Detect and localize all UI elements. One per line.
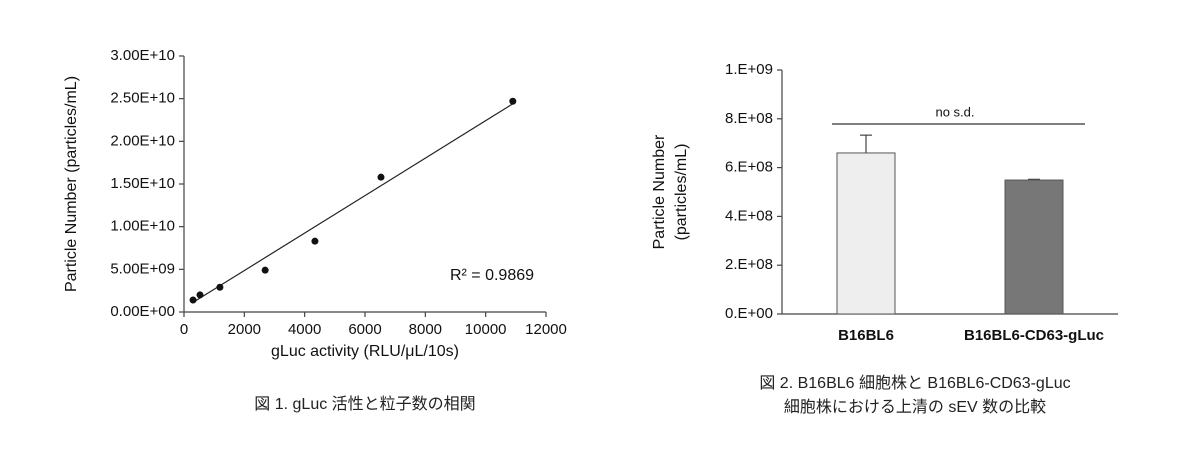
caption: 図 2. B16BL6 細胞株と B16BL6-CD63-gLuc: [759, 374, 1070, 392]
point: [216, 283, 224, 291]
caption: 図 1. gLuc 活性と粒子数の相関: [254, 395, 475, 413]
point: [311, 237, 319, 245]
x-tick-label: 12000: [525, 321, 567, 338]
y-tick-label: 0.00E+00: [110, 303, 175, 320]
y-tick-label: 2.50E+10: [110, 90, 175, 107]
x-tick-label: 0: [180, 321, 188, 338]
point: [189, 296, 197, 304]
y-tick-label: 5.00E+09: [110, 260, 175, 277]
y-tick-label: 3.00E+10: [110, 47, 175, 64]
point: [509, 97, 517, 105]
y-tick-label: 1.50E+10: [110, 175, 175, 192]
y-axis-label: Particle Number (particles/mL): [63, 76, 80, 292]
y-tick-label: 1.E+09: [725, 61, 773, 78]
x-tick-label: B16BL6-CD63-gLuc: [964, 327, 1104, 344]
x-axis-label: gLuc activity (RLU/μL/10s): [271, 343, 459, 360]
x-tick-label: 8000: [409, 321, 442, 338]
annotation: no s.d.: [935, 104, 974, 119]
point: [196, 291, 204, 299]
y-tick-label: 2.00E+10: [110, 132, 175, 149]
y-axis-label: (particles/mL): [673, 144, 690, 241]
x-tick-label: B16BL6: [838, 327, 894, 344]
point: [377, 173, 385, 181]
trendline: [191, 103, 514, 304]
y-tick-label: 8.E+08: [725, 110, 773, 127]
y-tick-label: 6.E+08: [725, 159, 773, 176]
bar: [1004, 179, 1064, 315]
x-tick-label: 4000: [288, 321, 321, 338]
x-tick-label: 10000: [465, 321, 507, 338]
x-tick-label: 2000: [228, 321, 261, 338]
annotation: R² = 0.9869: [450, 267, 534, 284]
y-tick-label: 2.E+08: [725, 256, 773, 273]
y-tick-label: 0.E+00: [725, 305, 773, 322]
y-tick-label: 1.00E+10: [110, 218, 175, 235]
bar: [836, 152, 896, 315]
point: [261, 266, 269, 274]
x-tick-label: 6000: [348, 321, 381, 338]
caption: 細胞株における上清の sEV 数の比較: [784, 398, 1046, 416]
y-axis-label: Particle Number: [651, 134, 668, 249]
y-tick-label: 4.E+08: [725, 207, 773, 224]
